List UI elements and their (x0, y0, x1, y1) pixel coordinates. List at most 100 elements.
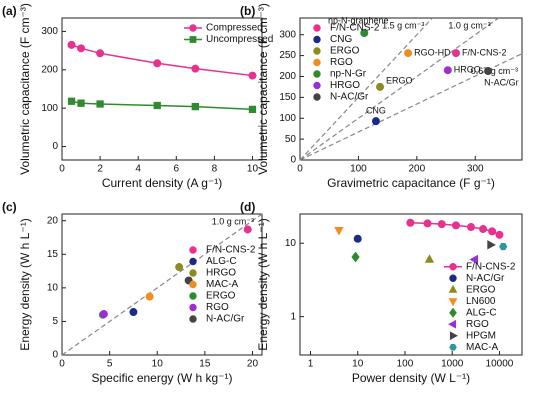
data-point (443, 66, 452, 75)
x-tick-label: 1 (308, 359, 314, 370)
reference-label: 1.0 g cm⁻³ (212, 216, 254, 226)
data-point (99, 310, 108, 319)
legend-marker (189, 36, 197, 43)
legend-marker (448, 284, 458, 293)
legend-label: ERGO (206, 291, 236, 302)
panel-label: (c) (2, 200, 17, 214)
legend-label: HRGO (206, 268, 236, 279)
point-annotation: F/N-CNS-2 (462, 47, 507, 57)
data-point (67, 97, 76, 105)
reference-line (299, 53, 523, 161)
data-point (437, 220, 446, 229)
legend-marker (313, 70, 321, 78)
data-point (353, 234, 362, 243)
legend-label: N-AC/Gr (206, 314, 245, 325)
data-point (248, 71, 257, 80)
data-point (360, 29, 369, 38)
legend-label: F/N-CNS-2 (206, 245, 256, 256)
y-tick-label: 15 (47, 249, 59, 260)
legend-marker (189, 269, 197, 277)
x-tick-label: 6 (174, 164, 180, 175)
x-tick-label: 15 (199, 359, 211, 370)
legend-marker (449, 343, 457, 351)
y-tick-label: 20 (47, 215, 59, 226)
data-point (495, 230, 504, 239)
plot-frame (299, 17, 523, 161)
data-point (469, 254, 479, 265)
y-axis-label: Volumetric capacitance (F cm⁻³) (256, 3, 270, 175)
y-tick-label: 5 (52, 316, 58, 327)
legend-label: F/N-CNS-2 (330, 23, 380, 34)
data-point (96, 49, 105, 58)
y-tick-label: 300 (41, 26, 58, 37)
legend-label: Compressed (206, 23, 263, 34)
panel-label: (b) (240, 4, 255, 18)
data-point (243, 225, 252, 234)
data-point (191, 64, 200, 73)
point-annotation: CNG (366, 106, 386, 116)
y-tick-label: 200 (41, 64, 58, 75)
y-axis-label: Energy density (W h L⁻¹) (256, 218, 270, 350)
legend-label: RGO (466, 319, 489, 330)
legend-label: N-AC/Gr (466, 273, 505, 284)
x-tick-label: 0 (59, 164, 65, 175)
x-tick-label: 2 (97, 164, 103, 175)
x-tick-label: 300 (467, 164, 484, 175)
x-tick-label: 10 (247, 164, 259, 175)
panel-label: (d) (240, 200, 255, 214)
reference-label: 1.5 g cm⁻³ (382, 20, 424, 30)
x-axis-label: Current density (A g⁻¹) (102, 176, 222, 190)
legend-label: F/N-CNS-2 (466, 261, 516, 272)
legend-marker (189, 24, 197, 32)
legend-marker (189, 280, 197, 289)
legend-label: Uncompressed (206, 34, 273, 45)
y-tick-label: 150 (279, 92, 296, 103)
y-tick-label: 1 (290, 311, 296, 322)
legend-marker (313, 58, 321, 67)
point-annotation: np-N-graphene (328, 15, 389, 25)
series-line (71, 44, 253, 77)
reference-line (299, 17, 499, 161)
data-point (67, 40, 76, 49)
x-tick-label: 100 (397, 359, 414, 370)
x-tick-label: 10000 (486, 359, 514, 370)
data-point (371, 117, 380, 126)
data-point (423, 219, 432, 228)
legend-label: ALG-C (466, 307, 497, 318)
legend-marker (313, 24, 321, 32)
data-point (479, 225, 488, 234)
data-point (351, 251, 360, 263)
y-tick-label: 250 (279, 50, 296, 61)
legend-label: RGO (206, 302, 229, 313)
y-tick-label: 0 (52, 350, 58, 361)
y-axis-label: Volumetric capacitance (F cm⁻³) (18, 3, 32, 175)
x-tick-label: 10 (352, 359, 364, 370)
data-point (153, 101, 161, 110)
x-tick-label: 0 (59, 359, 65, 370)
y-tick-label: 300 (279, 29, 296, 40)
data-point (487, 240, 496, 250)
legend-label: np-N-Gr (330, 69, 367, 80)
legend-label: RGO (330, 57, 353, 68)
x-tick-label: 5 (107, 359, 113, 370)
legend-label: CNG (330, 34, 352, 45)
y-tick-label: 50 (285, 134, 297, 145)
reference-label: 1.0 g cm⁻³ (448, 20, 490, 30)
y-tick-label: 100 (279, 113, 296, 124)
legend-marker (313, 81, 321, 90)
y-tick-label: 0 (290, 155, 296, 166)
legend-label: ERGO (330, 46, 360, 57)
plot-frame (299, 213, 523, 356)
y-tick-label: 200 (279, 71, 296, 82)
x-tick-label: 8 (212, 164, 218, 175)
panel-label: (a) (2, 4, 17, 18)
point-annotation: HRGO (454, 65, 481, 75)
x-axis-label: Gravimetric capacitance (F g⁻¹) (327, 176, 495, 190)
legend-marker (313, 35, 321, 44)
legend-marker (313, 47, 321, 55)
legend-marker (313, 93, 321, 101)
legend-marker (449, 307, 457, 318)
x-tick-label: 200 (408, 164, 425, 175)
